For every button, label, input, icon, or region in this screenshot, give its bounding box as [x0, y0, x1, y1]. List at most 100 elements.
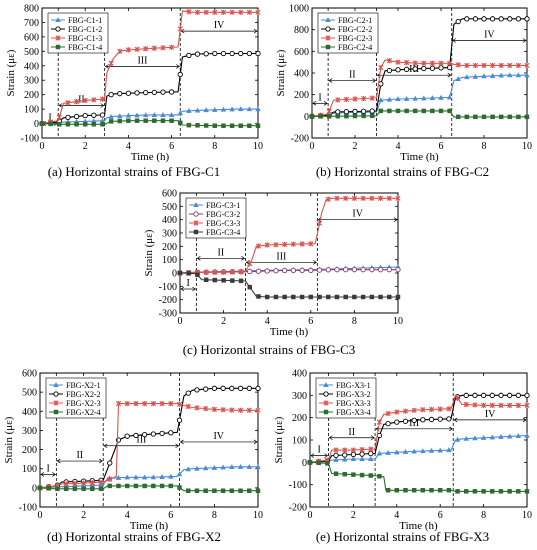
- series-point: [99, 112, 106, 118]
- series-point: [369, 95, 375, 101]
- y-tick-label: 300: [24, 76, 39, 87]
- series-point: [412, 66, 418, 72]
- stage-arrow-head-right: [253, 28, 258, 34]
- series-point: [108, 92, 114, 98]
- series-point: [515, 433, 522, 439]
- series-point: [404, 108, 409, 114]
- stage-label: I: [187, 278, 190, 289]
- series-point: [159, 430, 165, 437]
- series-point: [326, 294, 331, 300]
- series-point: [480, 392, 487, 398]
- series-point: [437, 416, 443, 422]
- series-point: [115, 474, 122, 480]
- series-point: [489, 402, 495, 408]
- series-point: [498, 16, 504, 22]
- series-point: [212, 107, 218, 112]
- series-point: [352, 108, 358, 115]
- series-point: [481, 62, 487, 69]
- series-point: [343, 109, 350, 115]
- x-tick-label: 6: [439, 141, 444, 152]
- series-point: [490, 489, 495, 494]
- series-point: [247, 123, 252, 128]
- series-point: [56, 114, 62, 120]
- stage-label: III: [136, 435, 146, 446]
- series-point: [125, 47, 131, 53]
- series-point: [387, 108, 392, 114]
- series-point: [107, 483, 112, 489]
- series-point: [211, 406, 217, 412]
- x-tick-label: 0: [308, 510, 313, 521]
- series-point: [334, 267, 340, 273]
- series-point: [316, 460, 321, 466]
- series-point: [65, 100, 71, 106]
- stage-arrow-head-right: [100, 103, 105, 108]
- series-point: [351, 472, 356, 477]
- stage-arrow-head-left: [180, 28, 185, 34]
- series-line: [41, 10, 258, 125]
- series-point: [498, 392, 504, 398]
- y-tick-label: 200: [294, 90, 309, 101]
- stage-label: III: [276, 251, 286, 262]
- series-point: [211, 385, 218, 391]
- series-point: [151, 89, 157, 96]
- series-point: [420, 417, 426, 423]
- y-tick-label: 200: [292, 413, 307, 424]
- y-tick-label: 0: [302, 458, 307, 469]
- series-point: [98, 479, 104, 485]
- y-tick-label: 500: [24, 47, 39, 58]
- series-point: [134, 118, 140, 123]
- series-point: [481, 489, 486, 494]
- stage-label: I: [47, 463, 50, 474]
- series-point: [359, 472, 365, 478]
- series-point: [291, 294, 296, 300]
- series-point: [57, 122, 62, 127]
- legend-swatch-marker: [193, 211, 199, 217]
- series-point: [507, 16, 513, 22]
- series-point: [368, 456, 374, 462]
- series-point: [186, 122, 192, 128]
- series-point: [464, 62, 470, 69]
- stage-arrow-head-left: [58, 103, 63, 108]
- series-point: [446, 64, 453, 71]
- series-point: [428, 416, 435, 423]
- series-point: [333, 452, 339, 459]
- stage-label: III: [409, 418, 419, 429]
- y-tick-label: 0: [32, 483, 37, 494]
- panel-b: -200 0 200 400 600 800 1000 0 2 4 6 8 10 Time (h) Stra…: [268, 0, 537, 185]
- y-axis-label: Strain (με): [3, 416, 15, 463]
- series-point: [360, 195, 366, 201]
- series-point: [124, 401, 130, 407]
- y-tick-label: -300: [159, 309, 177, 320]
- series-point: [133, 483, 139, 489]
- legend-entry: FBG-X2-3: [66, 399, 101, 408]
- y-axis-label: Strain (με): [5, 49, 17, 96]
- series-2: [177, 267, 401, 276]
- legend-swatch-marker: [53, 391, 59, 397]
- y-tick-label: 0: [34, 119, 39, 130]
- series-point: [437, 406, 443, 412]
- x-axis-label: Time (h): [130, 520, 169, 532]
- series-point: [420, 488, 426, 493]
- series-point: [247, 261, 253, 267]
- series-point: [237, 463, 244, 469]
- series-point: [516, 489, 521, 494]
- series-point: [308, 294, 314, 300]
- series-point: [343, 195, 349, 201]
- series-point: [446, 406, 452, 412]
- series-point: [369, 113, 375, 119]
- series-line: [309, 461, 527, 492]
- y-tick-label: 600: [22, 369, 37, 380]
- series-point: [229, 50, 235, 57]
- series-point: [255, 488, 261, 493]
- series-point: [498, 72, 504, 78]
- series-point: [108, 113, 114, 119]
- series-point: [455, 489, 460, 494]
- series-point: [212, 50, 218, 57]
- series-point: [82, 97, 88, 104]
- y-tick-label: 100: [292, 436, 307, 447]
- series-point: [326, 114, 332, 119]
- legend-swatch-marker: [325, 26, 331, 32]
- series-point: [481, 402, 487, 408]
- legend-entry: FBG-C1-3: [68, 34, 102, 43]
